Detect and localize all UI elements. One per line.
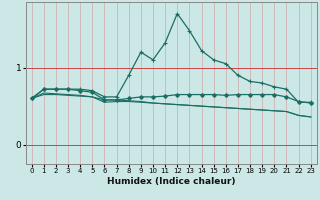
X-axis label: Humidex (Indice chaleur): Humidex (Indice chaleur): [107, 177, 236, 186]
